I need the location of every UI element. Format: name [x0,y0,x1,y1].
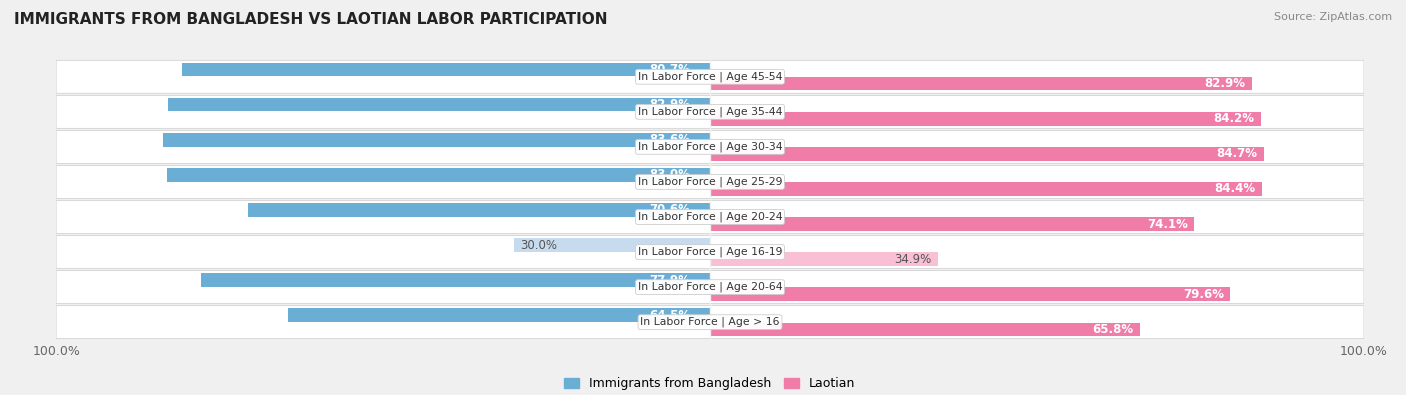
Text: 84.4%: 84.4% [1215,182,1256,196]
Text: IMMIGRANTS FROM BANGLADESH VS LAOTIAN LABOR PARTICIPATION: IMMIGRANTS FROM BANGLADESH VS LAOTIAN LA… [14,12,607,27]
Text: 84.2%: 84.2% [1213,112,1254,125]
Text: 64.5%: 64.5% [650,308,690,322]
FancyBboxPatch shape [56,235,1364,269]
Bar [710,182,1261,196]
Bar [710,77,1251,90]
Text: In Labor Force | Age 20-64: In Labor Force | Age 20-64 [638,282,782,292]
Text: 83.0%: 83.0% [650,168,690,181]
Text: 80.7%: 80.7% [650,63,690,76]
Legend: Immigrants from Bangladesh, Laotian: Immigrants from Bangladesh, Laotian [560,372,860,395]
Text: 83.6%: 83.6% [650,134,690,147]
Text: In Labor Force | Age 25-29: In Labor Force | Age 25-29 [638,177,782,187]
Text: 30.0%: 30.0% [520,239,557,252]
Text: In Labor Force | Age 30-34: In Labor Force | Age 30-34 [638,142,782,152]
Text: 82.9%: 82.9% [650,98,690,111]
Text: In Labor Force | Age 20-24: In Labor Force | Age 20-24 [638,212,782,222]
Bar [167,168,710,182]
Text: In Labor Force | Age 45-54: In Labor Force | Age 45-54 [638,71,782,82]
FancyBboxPatch shape [56,95,1364,128]
Bar [710,147,1264,160]
Text: In Labor Force | Age > 16: In Labor Force | Age > 16 [640,317,780,327]
Bar [515,239,710,252]
Bar [710,288,1230,301]
Text: In Labor Force | Age 35-44: In Labor Force | Age 35-44 [638,107,782,117]
Bar [249,203,710,216]
Bar [710,112,1261,126]
Bar [201,273,710,287]
Text: 84.7%: 84.7% [1216,147,1257,160]
Text: 34.9%: 34.9% [894,252,932,265]
Bar [710,217,1195,231]
Text: 82.9%: 82.9% [1205,77,1246,90]
FancyBboxPatch shape [56,166,1364,198]
FancyBboxPatch shape [56,271,1364,304]
FancyBboxPatch shape [56,201,1364,233]
Text: 77.9%: 77.9% [650,274,690,287]
Text: Source: ZipAtlas.com: Source: ZipAtlas.com [1274,12,1392,22]
FancyBboxPatch shape [56,306,1364,339]
Text: 74.1%: 74.1% [1147,218,1188,231]
Bar [710,252,938,266]
Text: 70.6%: 70.6% [650,203,690,216]
Bar [288,308,710,322]
Text: In Labor Force | Age 16-19: In Labor Force | Age 16-19 [638,247,782,257]
Text: 65.8%: 65.8% [1092,323,1133,336]
Bar [183,63,710,76]
FancyBboxPatch shape [56,60,1364,93]
Text: 79.6%: 79.6% [1182,288,1223,301]
Bar [710,323,1140,336]
Bar [163,133,710,147]
Bar [169,98,710,111]
FancyBboxPatch shape [56,130,1364,164]
